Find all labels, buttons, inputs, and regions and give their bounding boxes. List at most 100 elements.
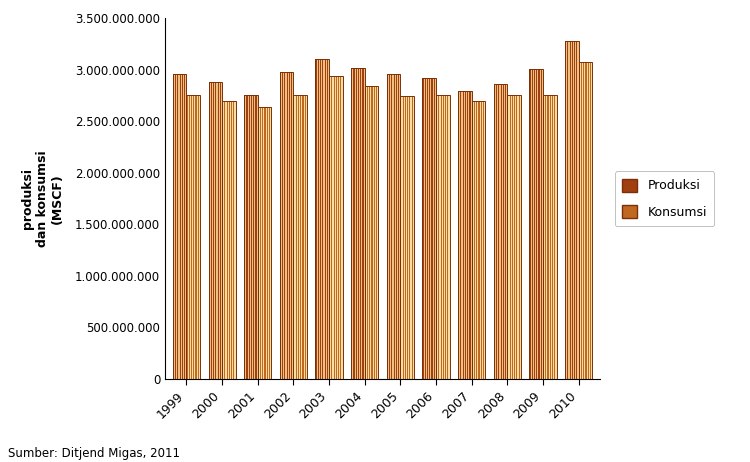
Bar bbox=[431, 78, 433, 379]
Bar bbox=[553, 95, 554, 379]
Bar bbox=[337, 76, 338, 379]
Bar bbox=[502, 85, 503, 379]
Bar bbox=[176, 74, 177, 379]
Bar bbox=[436, 95, 449, 379]
Bar bbox=[422, 78, 436, 379]
Bar bbox=[291, 72, 292, 379]
Bar bbox=[336, 76, 337, 379]
Bar bbox=[475, 101, 476, 379]
Bar bbox=[266, 107, 267, 379]
Bar bbox=[269, 107, 270, 379]
Bar bbox=[550, 95, 552, 379]
Bar bbox=[371, 86, 373, 379]
Bar bbox=[568, 41, 569, 379]
Bar bbox=[534, 69, 535, 379]
Bar bbox=[576, 41, 578, 379]
Bar bbox=[429, 78, 430, 379]
Bar bbox=[590, 62, 591, 379]
Bar bbox=[484, 101, 485, 379]
Bar bbox=[228, 101, 229, 379]
Bar bbox=[289, 72, 290, 379]
Bar bbox=[444, 95, 445, 379]
Bar bbox=[461, 91, 463, 379]
Bar bbox=[507, 95, 520, 379]
Bar bbox=[270, 107, 272, 379]
Bar bbox=[505, 85, 506, 379]
Bar bbox=[481, 101, 482, 379]
Bar bbox=[263, 107, 265, 379]
Bar bbox=[300, 95, 302, 379]
Bar bbox=[401, 96, 403, 379]
Bar bbox=[351, 68, 364, 379]
Text: Sumber: Ditjend Migas, 2011: Sumber: Ditjend Migas, 2011 bbox=[8, 447, 179, 460]
Bar bbox=[288, 72, 289, 379]
Bar bbox=[584, 62, 586, 379]
Bar bbox=[571, 41, 572, 379]
Bar bbox=[362, 68, 364, 379]
Bar bbox=[358, 68, 359, 379]
Bar bbox=[569, 41, 571, 379]
Bar bbox=[221, 82, 222, 379]
Bar bbox=[433, 78, 435, 379]
Bar bbox=[483, 101, 484, 379]
Bar bbox=[319, 59, 320, 379]
Bar bbox=[588, 62, 589, 379]
Bar bbox=[398, 74, 399, 379]
Bar bbox=[341, 76, 343, 379]
Bar bbox=[513, 95, 514, 379]
Bar bbox=[497, 85, 498, 379]
Bar bbox=[543, 95, 556, 379]
Bar bbox=[189, 95, 190, 379]
Bar bbox=[400, 96, 401, 379]
Bar bbox=[479, 101, 481, 379]
Bar bbox=[244, 95, 258, 379]
Bar bbox=[512, 95, 513, 379]
Bar bbox=[567, 41, 568, 379]
Bar bbox=[296, 95, 297, 379]
Bar bbox=[267, 107, 268, 379]
Bar bbox=[541, 69, 542, 379]
Bar bbox=[282, 72, 284, 379]
Bar bbox=[442, 95, 444, 379]
Bar bbox=[394, 74, 396, 379]
Bar bbox=[364, 86, 366, 379]
Bar bbox=[424, 78, 426, 379]
Bar bbox=[178, 74, 179, 379]
Bar bbox=[468, 91, 470, 379]
Bar bbox=[427, 78, 428, 379]
Bar bbox=[555, 95, 556, 379]
Bar bbox=[437, 95, 438, 379]
Bar bbox=[326, 59, 327, 379]
Bar bbox=[196, 95, 198, 379]
Bar bbox=[245, 95, 247, 379]
Bar bbox=[539, 69, 541, 379]
Bar bbox=[410, 96, 412, 379]
Bar bbox=[374, 86, 375, 379]
Bar bbox=[530, 69, 543, 379]
Bar bbox=[586, 62, 588, 379]
Bar bbox=[542, 69, 543, 379]
Bar bbox=[252, 95, 254, 379]
Bar bbox=[235, 101, 236, 379]
Bar bbox=[179, 74, 181, 379]
Bar bbox=[495, 85, 496, 379]
Bar bbox=[352, 68, 353, 379]
Bar bbox=[356, 68, 357, 379]
Bar bbox=[184, 74, 185, 379]
Bar bbox=[448, 95, 449, 379]
Bar bbox=[392, 74, 394, 379]
Bar bbox=[396, 74, 397, 379]
Bar bbox=[231, 101, 232, 379]
Bar bbox=[322, 59, 323, 379]
Bar bbox=[530, 69, 532, 379]
Bar bbox=[494, 85, 495, 379]
Bar bbox=[219, 82, 220, 379]
Bar bbox=[554, 95, 555, 379]
Bar bbox=[265, 107, 266, 379]
Bar bbox=[546, 95, 548, 379]
Bar bbox=[518, 95, 520, 379]
Bar bbox=[359, 68, 360, 379]
Bar bbox=[578, 62, 580, 379]
Bar bbox=[182, 74, 183, 379]
Bar bbox=[286, 72, 288, 379]
